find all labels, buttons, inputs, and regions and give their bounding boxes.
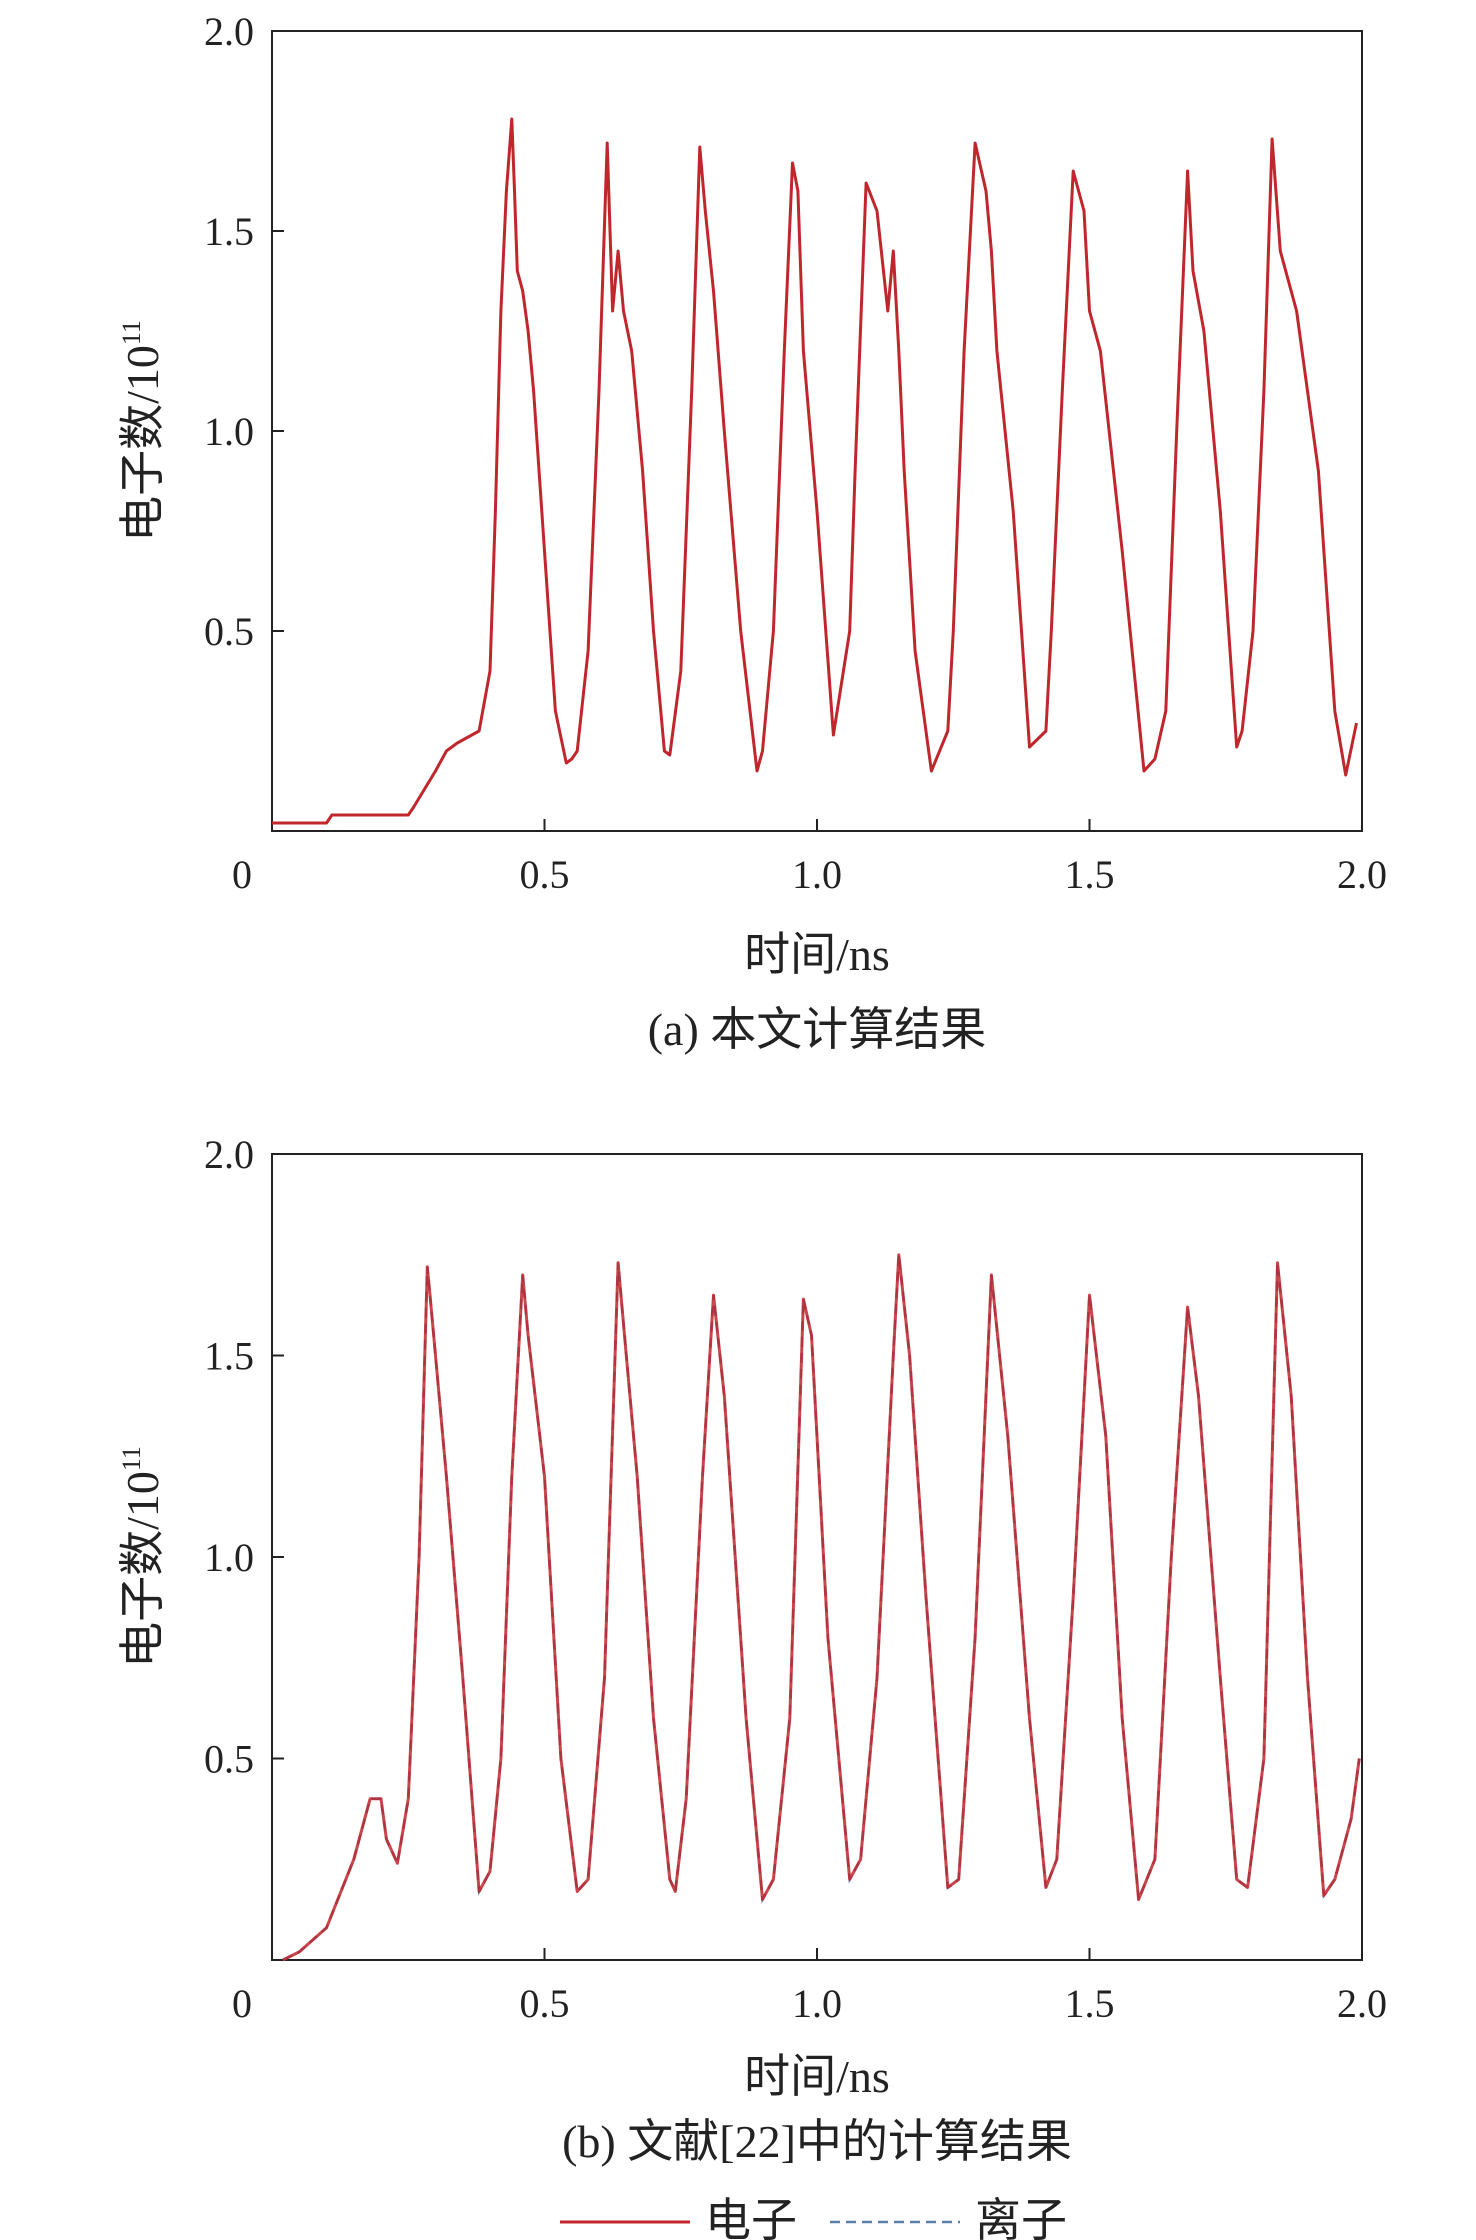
- chart-b-ytick-label: 2.0: [204, 1132, 254, 1177]
- chart-b-electron-line: [282, 1253, 1361, 1962]
- chart-b-xtick-label: 0.5: [520, 1981, 570, 2026]
- chart-a-xtick-label: 0: [232, 852, 252, 897]
- chart-a-caption: (a) 本文计算结果: [648, 1004, 987, 1055]
- chart-a-xtick-label: 2.0: [1337, 852, 1387, 897]
- chart-a-ytick-label: 2.0: [204, 9, 254, 54]
- chart-a-ylabel-main: 电子数/10: [117, 345, 168, 542]
- chart-a-xtick-label: 1.0: [792, 852, 842, 897]
- chart-b: 0 0.5 1.0 1.5 2.0 0.5 1.0 1.5 2.0 时间/ns (b) 文献[2…: [117, 1132, 1387, 2167]
- chart-a-ytick-label: 1.5: [204, 209, 254, 254]
- chart-a-ytick-label: 0.5: [204, 609, 254, 654]
- chart-a-xlabel: 时间/ns: [744, 929, 890, 980]
- chart-b-ticks: 0 0.5 1.0 1.5 2.0 0.5 1.0 1.5 2.0: [204, 1132, 1387, 2026]
- chart-b-ylabel-sup: 11: [117, 1446, 146, 1471]
- chart-a-xtick-label: 1.5: [1065, 852, 1115, 897]
- legend-electron-label: 电子: [705, 2195, 797, 2240]
- chart-b-ylabel: 电子数/1011: [117, 1446, 168, 1668]
- chart-a-xtick-label: 0.5: [520, 852, 570, 897]
- chart-b-xtick-label: 2.0: [1337, 1981, 1387, 2026]
- chart-a-ytick-label: 1.0: [204, 409, 254, 454]
- chart-b-ylabel-main: 电子数/10: [117, 1471, 168, 1668]
- chart-b-ion-line: [282, 1254, 1361, 1962]
- chart-b-xtick-label: 1.0: [792, 1981, 842, 2026]
- chart-b-ytick-label: 0.5: [204, 1737, 254, 1782]
- chart-b-xtick-label: 1.5: [1065, 1981, 1115, 2026]
- chart-b-ytick-label: 1.5: [204, 1334, 254, 1379]
- chart-a-ylabel: 电子数/1011: [117, 320, 168, 542]
- chart-a: 0 0.5 1.0 1.5 2.0 0.5 1.0 1.5 2.0 时间/ns (a) 本文计算…: [117, 9, 1387, 1055]
- chart-a-ticks: 0 0.5 1.0 1.5 2.0 0.5 1.0 1.5 2.0: [204, 9, 1387, 897]
- chart-b-caption: (b) 文献[22]中的计算结果: [562, 2116, 1072, 2167]
- legend: 电子 离子: [560, 2195, 1067, 2240]
- chart-a-frame: [271, 30, 1363, 832]
- chart-a-electron-line: [272, 117, 1358, 825]
- chart-b-xlabel: 时间/ns: [744, 2051, 890, 2102]
- legend-ion-label: 离子: [975, 2195, 1067, 2240]
- chart-a-ylabel-sup: 11: [117, 320, 146, 345]
- chart-b-frame: [271, 1153, 1363, 1961]
- chart-b-xtick-label: 0: [232, 1981, 252, 2026]
- chart-b-ytick-label: 1.0: [204, 1535, 254, 1580]
